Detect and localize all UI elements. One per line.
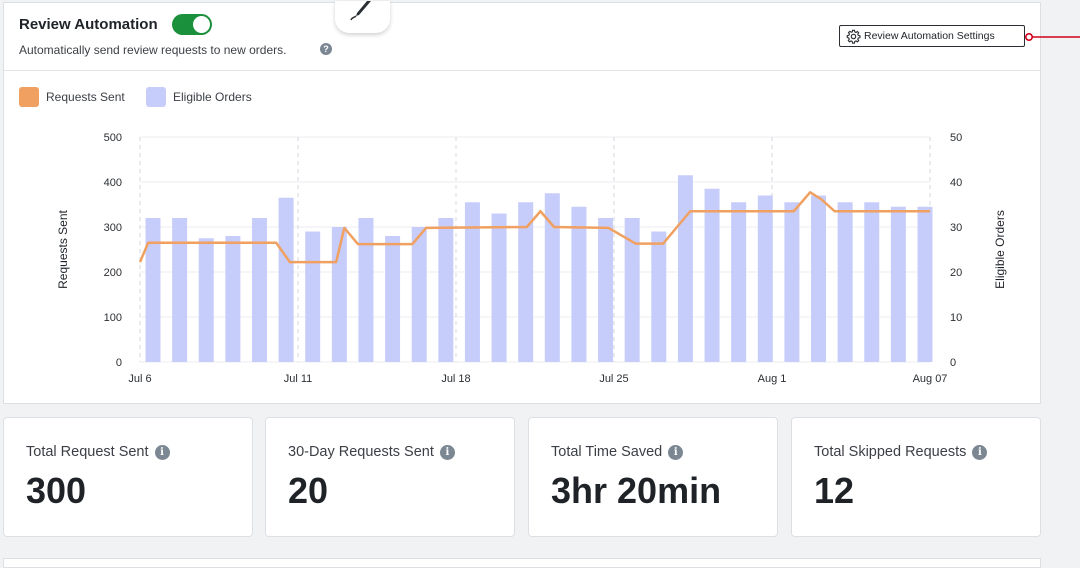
- y-tick-label-right: 50: [950, 132, 962, 144]
- stat-card-total-request-sent: Total Request Sent i 300: [3, 417, 253, 537]
- stat-label: Total Time Saved i: [551, 444, 684, 460]
- y-tick-label-left: 500: [104, 132, 122, 144]
- x-tick-label: Jul 6: [128, 373, 151, 385]
- stat-label: 30-Day Requests Sent i: [288, 444, 455, 460]
- panel-title: Review Automation: [19, 16, 158, 33]
- y-tick-label-right: 0: [950, 357, 956, 369]
- bar-eligible-orders: [864, 202, 880, 362]
- stat-card-total-skipped-requests: Total Skipped Requests i 12: [791, 417, 1041, 537]
- y-tick-label-left: 300: [104, 222, 122, 234]
- y-tick-label-left: 400: [104, 177, 122, 189]
- bar-eligible-orders: [198, 238, 214, 362]
- y-tick-label-left: 0: [116, 357, 122, 369]
- y-tick-label-right: 40: [950, 177, 962, 189]
- next-panel-edge: [3, 558, 1041, 568]
- stat-card-total-time-saved: Total Time Saved i 3hr 20min: [528, 417, 778, 537]
- bar-eligible-orders: [305, 231, 321, 362]
- annotation-pen-tab[interactable]: [335, 1, 390, 33]
- stat-value: 300: [26, 470, 87, 511]
- bar-eligible-orders: [811, 195, 827, 362]
- legend-swatch-requests-sent: [19, 87, 39, 107]
- help-icon[interactable]: ?: [320, 43, 332, 55]
- info-icon[interactable]: i: [972, 445, 988, 460]
- bar-eligible-orders: [704, 188, 720, 362]
- line-requests-sent: [138, 191, 930, 264]
- stat-value: 3hr 20min: [551, 470, 722, 511]
- legend-label-requests-sent: Requests Sent: [46, 90, 125, 104]
- bar-eligible-orders: [225, 236, 241, 362]
- stat-value: 20: [288, 470, 329, 511]
- bar-eligible-orders: [145, 218, 161, 362]
- bar-eligible-orders: [837, 202, 853, 362]
- stat-card-30-day-requests-sent: 30-Day Requests Sent i 20: [265, 417, 515, 537]
- requests-chart: 0 100 200 300 400 500 0 10 20 30 40 50 Jul 6 Jul 11 Ju…: [56, 132, 1007, 385]
- stat-value: 12: [814, 470, 855, 511]
- bar-eligible-orders: [624, 218, 640, 362]
- gear-icon: [846, 29, 861, 44]
- legend-label-eligible-orders: Eligible Orders: [173, 90, 252, 104]
- bar-eligible-orders: [651, 231, 667, 362]
- legend-swatch-eligible-orders: [146, 87, 166, 107]
- pen-icon: [350, 1, 371, 21]
- bar-eligible-orders: [544, 193, 560, 362]
- bar-eligible-orders: [677, 175, 693, 362]
- panel-header: Review Automation Automatically send rev…: [4, 1, 1040, 71]
- bar-eligible-orders: [731, 202, 747, 362]
- toggle-knob: [193, 16, 210, 33]
- review-automation-panel: Review Automation Automatically send rev…: [3, 1, 1041, 404]
- review-automation-toggle[interactable]: [172, 14, 212, 35]
- y-tick-label-right: 10: [950, 312, 962, 324]
- x-tick-label: Jul 25: [599, 373, 628, 385]
- x-tick-label: Jul 18: [441, 373, 470, 385]
- bar-eligible-orders: [411, 227, 427, 362]
- bar-eligible-orders: [438, 218, 454, 362]
- bar-eligible-orders: [278, 197, 294, 362]
- y-tick-label-left: 200: [104, 267, 122, 279]
- bar-eligible-orders: [598, 218, 614, 362]
- bar-eligible-orders: [890, 206, 906, 362]
- y-tick-label-right: 30: [950, 222, 962, 234]
- bar-eligible-orders: [172, 218, 188, 362]
- bar-eligible-orders: [464, 202, 480, 362]
- bar-eligible-orders: [518, 202, 534, 362]
- y-axis-title-left: Requests Sent: [56, 209, 70, 288]
- bar-eligible-orders: [358, 218, 374, 362]
- y-tick-label-right: 20: [950, 267, 962, 279]
- info-icon[interactable]: i: [668, 445, 684, 460]
- bar-eligible-orders: [917, 206, 933, 362]
- panel-subtitle: Automatically send review requests to ne…: [19, 43, 287, 57]
- info-icon[interactable]: i: [154, 445, 170, 460]
- x-tick-label: Aug 1: [758, 373, 787, 385]
- annotation-connector: [1025, 33, 1080, 41]
- bar-eligible-orders: [385, 236, 401, 362]
- bar-eligible-orders: [491, 213, 507, 362]
- y-axis-title-right: Eligible Orders: [993, 210, 1007, 289]
- bar-eligible-orders: [571, 206, 587, 362]
- bar-eligible-orders: [757, 195, 773, 362]
- x-tick-label: Jul 11: [284, 373, 313, 385]
- stat-label: Total Skipped Requests i: [814, 444, 988, 460]
- info-icon[interactable]: i: [439, 445, 455, 460]
- settings-button-label: Review Automation Settings: [864, 30, 995, 42]
- bar-eligible-orders: [251, 218, 267, 362]
- review-automation-settings-button[interactable]: Review Automation Settings: [839, 25, 1025, 47]
- x-tick-label: Aug 07: [913, 373, 948, 385]
- bar-eligible-orders: [784, 202, 800, 362]
- y-tick-label-left: 100: [104, 312, 122, 324]
- stat-label: Total Request Sent i: [26, 444, 170, 460]
